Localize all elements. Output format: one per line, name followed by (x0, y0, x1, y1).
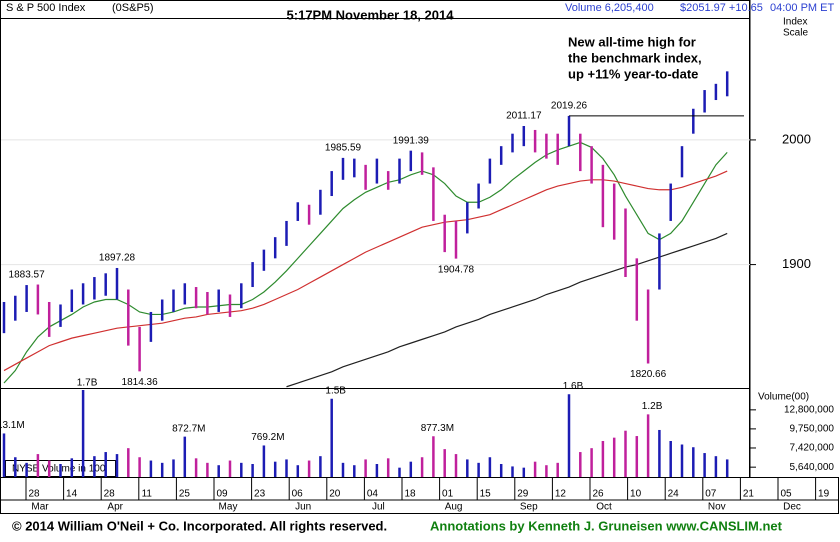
volume-label: 1.5B (325, 385, 346, 396)
x-tick-label: 20 (329, 489, 341, 500)
timestamp: 5:17PM November 18, 2014 (287, 7, 455, 22)
volume-label: 769.2M (251, 432, 284, 443)
x-tick-label: 28 (104, 489, 116, 500)
time-text: 04:00 PM ET (770, 2, 834, 14)
x-tick-label: 26 (592, 489, 604, 500)
month-label: Oct (596, 502, 612, 513)
x-tick-label: 29 (517, 489, 529, 500)
x-tick-label: 19 (818, 489, 830, 500)
x-tick-label: 28 (28, 489, 40, 500)
axis-label: Index (783, 17, 807, 28)
x-tick-label: 21 (743, 489, 755, 500)
x-tick-label: 25 (179, 489, 191, 500)
x-tick-label: 11 (142, 489, 153, 500)
volume-label: 913.1M (0, 420, 25, 431)
volume-title: Volume(00) (758, 392, 809, 403)
x-tick-label: 01 (442, 489, 454, 500)
price-label: 1820.66 (630, 369, 667, 380)
volume-label: 1.7B (77, 378, 98, 389)
volume-tick-label: 9,750,000 (790, 424, 835, 435)
y-tick-label: 1900 (782, 256, 811, 271)
x-tick-label: 07 (705, 489, 717, 500)
x-tick-label: 15 (480, 489, 492, 500)
price-label: 1991.39 (393, 135, 430, 146)
x-tick-label: 06 (292, 489, 304, 500)
price-label: 1897.28 (99, 253, 136, 264)
month-label: Mar (31, 502, 49, 513)
x-tick-label: 04 (367, 489, 379, 500)
x-tick-label: 09 (216, 489, 228, 500)
x-tick-label: 14 (66, 489, 78, 500)
axis-label: Scale (783, 28, 808, 39)
price-label: 1814.36 (122, 377, 159, 388)
volume-tick-label: 12,800,000 (784, 404, 834, 415)
price-label: 2019.26 (551, 101, 588, 112)
volume-label: 872.7M (172, 423, 205, 434)
month-label: Jun (295, 502, 311, 513)
moving-average (3, 170, 728, 372)
x-tick-label: 05 (780, 489, 792, 500)
month-label: May (219, 502, 238, 513)
volume-tick-label: 7,420,000 (790, 443, 835, 454)
credit: Annotations by Kenneth J. Gruneisen www.… (430, 518, 783, 533)
volume-text: Volume 6,205,400 (565, 2, 654, 14)
y-tick-label: 2000 (782, 131, 811, 146)
annotation: up +11% year-to-date (568, 66, 698, 81)
month-label: Dec (783, 502, 801, 513)
x-tick-label: 18 (404, 489, 416, 500)
moving-average (286, 232, 728, 388)
symbol: (0S&P5) (112, 2, 154, 14)
x-tick-label: 24 (668, 489, 680, 500)
annotation: New all-time high for (568, 34, 696, 49)
month-label: Aug (445, 502, 463, 513)
price-text: $2051.97 +10.65 (680, 2, 763, 14)
x-tick-label: 23 (254, 489, 266, 500)
price-label: 2011.17 (506, 111, 542, 122)
price-label: 1904.78 (438, 264, 475, 275)
price-label: 1985.59 (325, 143, 362, 154)
x-tick-label: 10 (630, 489, 642, 500)
volume-label: 1.2B (642, 401, 663, 412)
month-label: Nov (708, 502, 726, 513)
month-label: Apr (107, 502, 123, 513)
month-label: Jul (372, 502, 385, 513)
month-label: Sep (520, 502, 538, 513)
volume-legend: NYSE Volume in 100 (12, 464, 106, 475)
moving-average (3, 141, 728, 384)
footer: © 2014 William O'Neil + Co. Incorporated… (12, 518, 387, 533)
annotation: the benchmark index, (568, 50, 702, 65)
x-tick-label: 12 (555, 489, 567, 500)
date-axis-box (0, 477, 839, 514)
index-title: S & P 500 Index (6, 2, 86, 14)
volume-label: 877.3M (421, 423, 454, 434)
price-label: 1883.57 (9, 270, 46, 281)
volume-tick-label: 5,640,000 (790, 462, 835, 473)
volume-label: 1.6B (563, 381, 584, 392)
